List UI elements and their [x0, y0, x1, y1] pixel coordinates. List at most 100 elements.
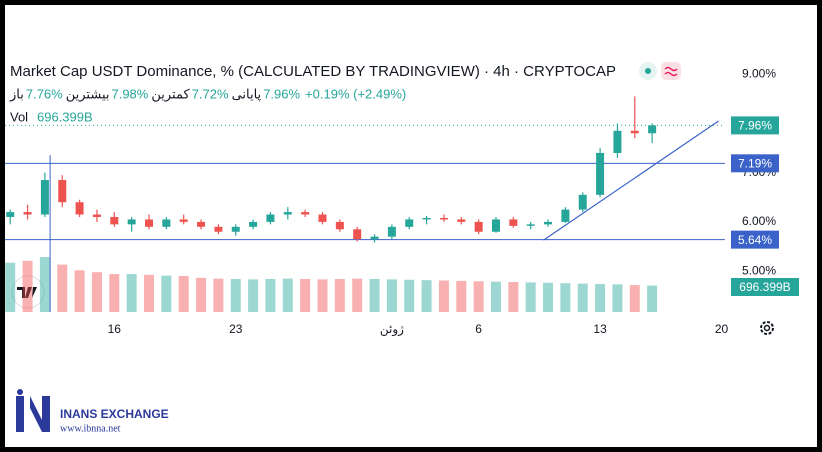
- brand-url: www.ibnna.net: [60, 423, 121, 434]
- legend-label: باز: [9, 86, 24, 102]
- legend-change: +0.19% (+2.49%): [305, 86, 406, 101]
- last-price-label-box: [731, 116, 779, 135]
- volume-bar: [196, 277, 207, 312]
- tv-logo: [11, 275, 45, 309]
- candle-body: [6, 212, 15, 217]
- candle-body: [110, 216, 119, 225]
- candle-body: [58, 180, 67, 203]
- volume-bar: [473, 281, 484, 312]
- candle-body: [544, 221, 553, 225]
- volume-bar: [22, 260, 33, 312]
- candle-body: [596, 152, 605, 195]
- volume-bar: [178, 275, 189, 312]
- volume-value: 696.399B: [37, 109, 93, 124]
- candle-body: [301, 212, 310, 215]
- volume-bar: [612, 284, 623, 312]
- candle-body: [162, 219, 171, 227]
- candle-body: [509, 219, 518, 226]
- volume-bar: [595, 283, 606, 312]
- candle-body: [439, 217, 448, 220]
- candle-body: [335, 221, 344, 230]
- legend-label: بیشترین: [66, 86, 110, 102]
- candle-body: [40, 180, 49, 215]
- candle-body: [648, 125, 657, 134]
- candle-body: [578, 194, 587, 210]
- x-tick-label: 13: [593, 322, 607, 336]
- legend-value: 7.98%: [111, 86, 148, 101]
- x-tick-label: 6: [475, 322, 482, 336]
- volume-bar: [456, 280, 467, 312]
- last-price-label: 7.96%: [738, 119, 772, 133]
- price-line-label: 7.19%: [738, 156, 772, 170]
- candle-body: [526, 224, 535, 226]
- candle-body: [457, 219, 466, 222]
- volume-label-box: [731, 278, 799, 296]
- brand-logo: [16, 389, 50, 432]
- volume-bar: [508, 282, 519, 312]
- candle-body: [613, 130, 622, 153]
- candle-body: [630, 130, 639, 134]
- volume-bar: [404, 279, 415, 312]
- candle-body: [197, 221, 206, 227]
- volume-bar: [334, 279, 345, 312]
- y-tick-label: 9.00%: [742, 66, 776, 80]
- candle-body: [370, 236, 379, 240]
- volume-bar: [369, 279, 380, 312]
- legend-value: 7.76%: [26, 86, 63, 101]
- x-tick-label: ژوئن: [380, 322, 404, 337]
- button[interactable]: [661, 62, 681, 80]
- legend-label: کمترین: [151, 86, 190, 102]
- volume-bar: [317, 279, 328, 312]
- volume-bar: [490, 281, 501, 312]
- volume-bar: [629, 285, 640, 312]
- volume-bar: [577, 283, 588, 312]
- candle-body: [75, 202, 84, 215]
- volume-bar: [300, 279, 311, 312]
- volume-bar: [438, 280, 449, 312]
- candle-body: [23, 212, 32, 215]
- volume-bar: [230, 279, 241, 312]
- candle-body: [353, 229, 362, 240]
- volume-bar: [74, 270, 85, 312]
- candle-body: [249, 221, 258, 227]
- x-tick-label: 23: [229, 322, 243, 336]
- volume-label: 696.399B: [739, 280, 790, 294]
- y-tick-label: 5.00%: [742, 263, 776, 277]
- candle-body: [214, 226, 223, 232]
- volume-bar: [525, 282, 536, 312]
- candle-body: [405, 219, 414, 227]
- icon: [664, 66, 678, 77]
- volume-bar: [109, 274, 120, 312]
- candle-body: [561, 209, 570, 222]
- volume-bar: [57, 264, 68, 312]
- price-line-label: 5.64%: [738, 233, 772, 247]
- legend-value: 7.96%: [263, 86, 300, 101]
- volume-bar: [421, 280, 432, 312]
- volume-bar: [560, 283, 571, 312]
- legend-value: 7.72%: [192, 86, 229, 101]
- volume-bar: [647, 285, 658, 312]
- candle-body: [318, 214, 327, 222]
- candle-body: [387, 226, 396, 237]
- trendline: [543, 120, 719, 241]
- candle-body: [179, 219, 188, 222]
- volume-bar: [386, 279, 397, 312]
- x-tick-label: 20: [715, 322, 729, 336]
- candle-body: [92, 214, 101, 217]
- volume-bar: [352, 278, 363, 312]
- candle-body: [283, 212, 292, 215]
- settings-icon[interactable]: [760, 321, 774, 335]
- brand-name: INANS EXCHANGE: [60, 407, 169, 421]
- price-line-label-box: [731, 154, 779, 173]
- candle-body: [422, 217, 431, 220]
- candle-body: [266, 214, 275, 222]
- candle-body: [491, 219, 500, 232]
- volume-bar: [91, 272, 102, 312]
- x-tick-label: 16: [108, 322, 122, 336]
- chart-title: Market Cap USDT Dominance, % (CALCULATED…: [10, 63, 616, 80]
- volume-bar: [126, 274, 137, 312]
- volume-bar: [5, 262, 16, 312]
- volume-bar: [543, 282, 554, 312]
- candle-body: [474, 221, 483, 232]
